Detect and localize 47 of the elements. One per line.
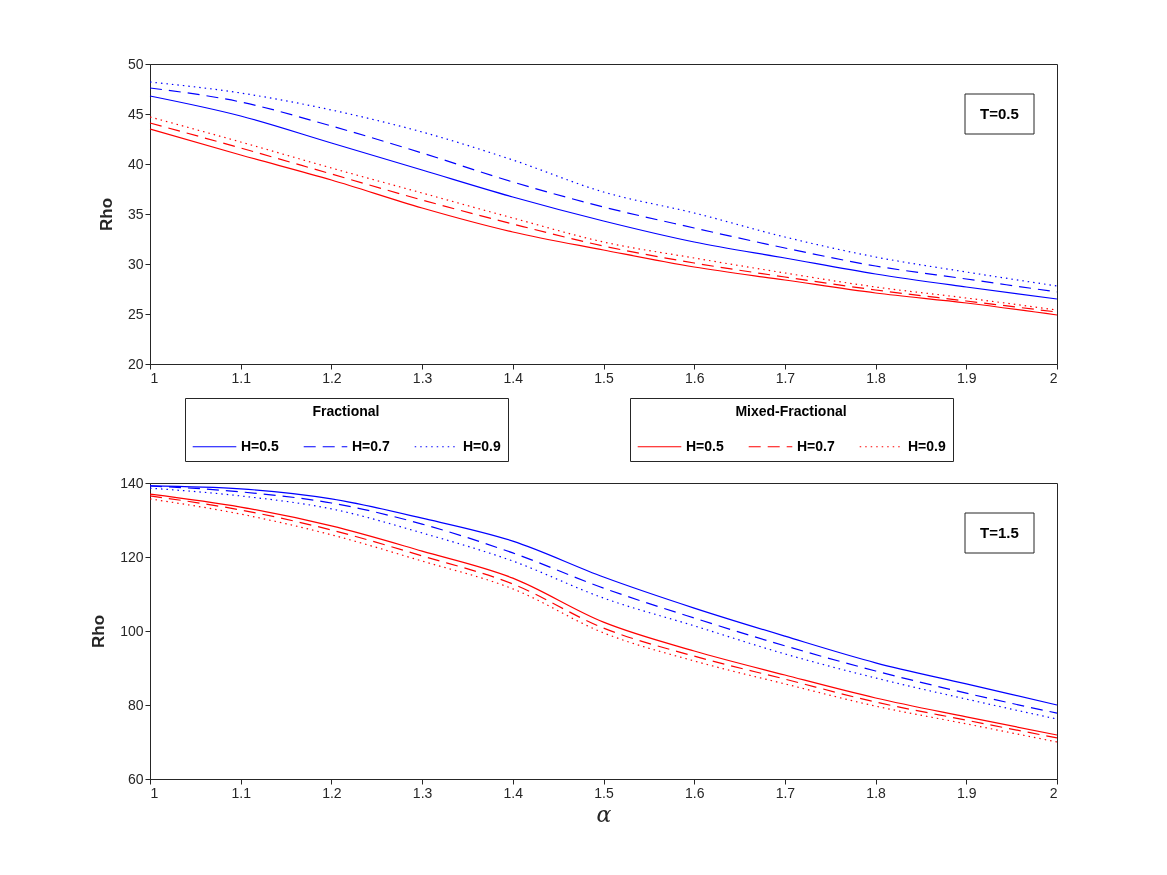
y-tick-label: 100: [120, 622, 144, 639]
y-tick-label: 60: [127, 770, 144, 787]
x-tick-label: 1.2: [322, 784, 342, 801]
y-tick-label: 20: [127, 355, 144, 372]
annotation: T=0.5: [980, 105, 1019, 122]
y-tick-label: 120: [120, 548, 144, 565]
y-axis-title: Rho: [96, 197, 116, 232]
x-tick-label: 1.9: [957, 369, 977, 386]
annotation: T=1.5: [980, 524, 1019, 541]
x-tick-label: 1.7: [775, 784, 796, 801]
x-axis-title: α: [596, 801, 612, 827]
x-tick-label: 1.8: [866, 784, 887, 801]
x-tick-label: 1.5: [594, 784, 614, 801]
legend-label: H=0.7: [797, 437, 835, 454]
x-tick-label: 1.9: [957, 784, 977, 801]
x-tick-label: 1.6: [684, 784, 705, 801]
y-tick-label: 40: [127, 155, 144, 172]
legend-label: H=0.9: [463, 437, 501, 454]
legend-label: H=0.5: [686, 437, 724, 454]
y-axis-title: Rho: [89, 614, 109, 649]
x-tick-label: 1.4: [503, 369, 524, 386]
x-tick-label: 1: [150, 784, 159, 801]
y-tick-label: 45: [127, 105, 144, 122]
legend-label: H=0.7: [352, 437, 390, 454]
x-tick-label: 1.3: [412, 784, 433, 801]
x-tick-label: 2: [1049, 784, 1058, 801]
x-tick-label: 1.6: [684, 369, 705, 386]
text: Fractional: [312, 403, 380, 419]
x-tick-label: 1.1: [231, 784, 252, 801]
y-tick-label: 35: [127, 205, 144, 222]
x-tick-label: 1.8: [866, 369, 887, 386]
x-tick-label: 1.5: [594, 369, 614, 386]
x-tick-label: 1.1: [231, 369, 252, 386]
y-tick-label: 80: [127, 696, 144, 713]
y-tick-label: 140: [120, 474, 144, 491]
x-tick-label: 1: [150, 369, 159, 386]
x-tick-label: 2: [1049, 369, 1058, 386]
y-tick-label: 25: [127, 305, 144, 322]
x-tick-label: 1.7: [775, 369, 796, 386]
x-tick-label: 1.2: [322, 369, 342, 386]
y-tick-label: 30: [127, 255, 144, 272]
legend-label: H=0.5: [241, 437, 279, 454]
text: Mixed-Fractional: [735, 403, 847, 419]
x-tick-label: 1.4: [503, 784, 524, 801]
y-tick-label: 50: [127, 55, 144, 72]
legend-label: H=0.9: [908, 437, 946, 454]
x-tick-label: 1.3: [412, 369, 433, 386]
